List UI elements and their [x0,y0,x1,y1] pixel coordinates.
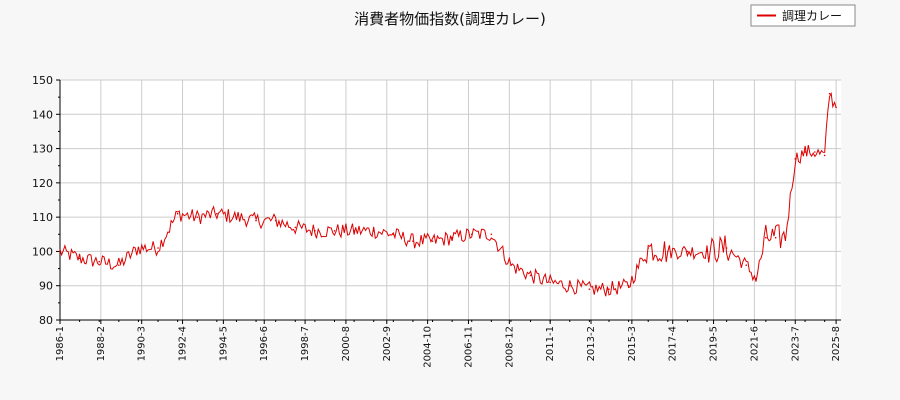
chart-title: 消費者物価指数(調理カレー) [354,10,546,28]
data-point [765,236,767,239]
x-tick-label: 1990-3 [137,326,148,361]
x-tick-label: 2006-11 [463,326,474,368]
data-point [529,274,532,277]
data-point [216,212,218,215]
x-tick-label: 2008-12 [504,326,515,368]
data-point [118,264,120,266]
data-point [353,230,355,232]
data-point [804,151,806,153]
x-tick-label: 2023-7 [790,326,801,361]
legend: 調理カレー [750,4,856,27]
data-point [835,106,837,109]
data-point [176,212,179,215]
y-tick-label: 90 [39,280,53,293]
data-point [196,216,199,218]
y-tick-label: 150 [32,74,53,87]
data-point [706,250,708,253]
data-point [823,154,826,157]
data-point [784,236,787,239]
data-point [549,281,551,284]
plot-background [60,80,841,320]
data-point [294,226,297,229]
data-point [608,288,610,290]
data-point [490,233,493,236]
data-point [274,219,277,222]
data-point [451,236,453,239]
x-tick-label: 2021-6 [749,326,760,361]
x-tick-label: 1988-2 [96,326,107,361]
data-point [157,247,159,249]
y-tick-label: 130 [32,143,53,156]
series-line-調理カレー [59,91,837,297]
y-tick-label: 80 [39,314,53,327]
data-point [372,230,375,232]
y-tick-label: 100 [32,245,53,258]
x-tick-label: 2017-4 [668,326,679,361]
x-tick-label: 2013-2 [586,326,597,361]
data-point [794,158,797,160]
x-tick-label: 2002-9 [382,326,393,361]
data-point [627,284,630,287]
data-point [686,250,689,253]
x-tick-label: 2019-5 [709,326,720,361]
data-point [235,216,238,218]
y-tick-label: 140 [32,108,53,121]
x-tick-label: 1996-6 [259,326,270,361]
data-point [59,250,61,253]
y-tick-label: 110 [32,211,53,224]
x-tick-label: 1994-5 [218,326,229,361]
data-point [774,236,777,239]
data-point [392,233,395,236]
legend-box [750,4,856,27]
data-point [412,240,414,242]
data-point [137,247,140,249]
data-point [333,230,336,232]
x-tick-label: 1998-7 [300,326,311,361]
x-tick-label: 2015-3 [627,326,638,361]
x-tick-label: 2004-10 [423,326,434,368]
x-tick-label: 2025-8 [831,326,842,361]
data-point [745,264,748,266]
legend-label: 調理カレー [782,9,842,23]
data-point [568,284,571,287]
data-point [814,151,816,153]
y-tick-label: 120 [32,177,53,190]
data-point [667,250,669,253]
x-tick-label: 2011-1 [545,326,556,361]
data-point [78,257,81,260]
x-tick-label: 2000-8 [341,326,352,361]
data-point [588,288,591,290]
data-point [255,219,257,222]
data-point [725,247,728,249]
data-point [470,233,473,236]
data-point [314,230,316,232]
plot-area: 80 90 100 110 120 130 140 150 1986-1 1988-2 1990-3… [32,74,842,368]
x-tick-label: 1986-1 [55,326,66,361]
data-point [98,260,101,263]
data-point [755,278,757,280]
data-point [431,240,434,242]
data-point [647,247,650,249]
data-point [510,264,512,266]
data-point [828,92,831,95]
x-tick-label: 1992-4 [178,326,189,361]
